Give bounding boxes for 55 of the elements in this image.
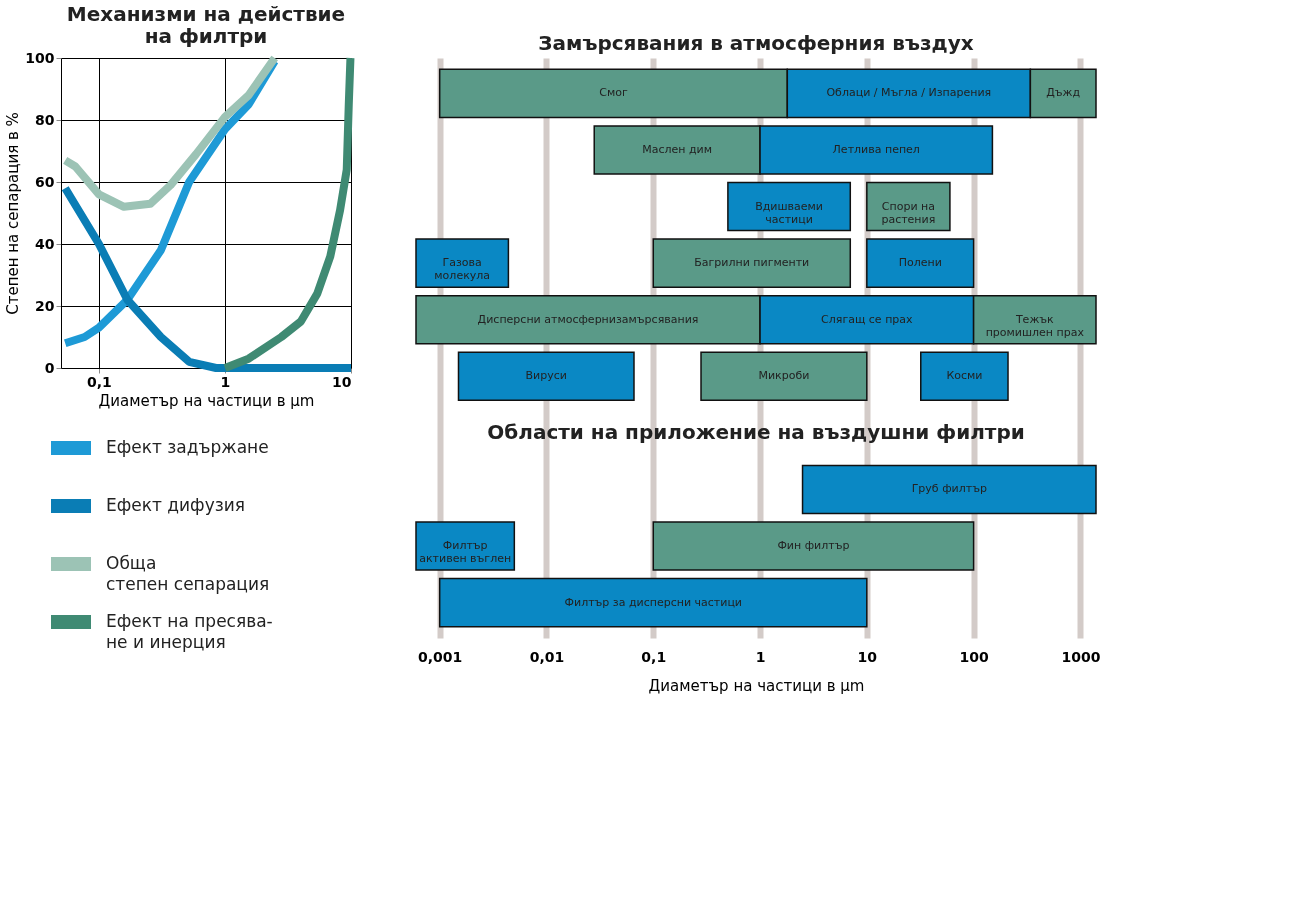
x-tick-label: 10	[857, 648, 878, 665]
data-label: Дъжд	[1046, 86, 1081, 100]
bar	[801, 464, 1097, 515]
x-tick-label: 1	[220, 373, 231, 390]
data-label: Летлива пепел	[832, 142, 920, 156]
y-tick-label: 40	[35, 235, 55, 252]
x-tick-label: 1000	[1061, 648, 1101, 665]
x-tick-label: 10	[332, 373, 352, 390]
data-label: Газова молекула	[434, 256, 491, 283]
legend-label: Ефект на пресява- не и инерция	[106, 611, 273, 652]
data-label: Косми	[946, 369, 983, 383]
y-tick-label: 20	[35, 297, 55, 314]
legend-label: Обща степен сепарация	[106, 553, 270, 594]
x-tick-label: 0,1	[641, 648, 667, 665]
bar	[652, 238, 852, 288]
y-tick-label: 80	[35, 111, 55, 128]
annotation: Области на приложение на въздушни филтри	[487, 419, 1025, 444]
x-tick-label: 0,1	[87, 373, 112, 390]
x-tick-label: 0,001	[418, 648, 463, 665]
x-axis-title: Диаметър на частици в µm	[648, 676, 865, 695]
data-label: Груб филтър	[911, 482, 987, 496]
chart-title: Механизми на действие на филтри	[66, 2, 346, 48]
data-label: Вируси	[525, 369, 567, 383]
chart-title: Замърсявания в атмосферния въздух	[538, 31, 974, 55]
x-axis-title: Диаметър на частици в µm	[98, 391, 315, 410]
legend-label: Ефект задържане	[106, 437, 269, 457]
data-label: Багрилни пигменти	[694, 256, 810, 270]
bar	[700, 351, 868, 402]
data-label: Фин филтър	[777, 539, 850, 553]
legend-label: Ефект дифузия	[106, 495, 246, 515]
data-label: Смог	[599, 86, 628, 100]
bar	[415, 238, 510, 288]
data-label: Маслен дим	[642, 142, 713, 156]
y-tick-label: 60	[35, 173, 55, 190]
data-label: Дисперсни атмосфернизамърсявания	[477, 312, 699, 326]
y-tick-label: 100	[25, 49, 55, 66]
y-tick-label: 0	[44, 359, 55, 376]
bar	[727, 181, 852, 232]
data-label: Филтър за дисперсни частици	[564, 595, 743, 609]
data-label: Полени	[898, 256, 942, 270]
bar	[415, 521, 516, 571]
data-label: Спори на растения	[881, 199, 936, 226]
bar	[457, 351, 635, 402]
data-label: Облаци / Мъгла / Изпарения	[826, 86, 992, 100]
data-label: Микроби	[758, 369, 810, 383]
data-label: Филтър активен въглен	[419, 539, 512, 566]
x-tick-label: 100	[959, 648, 989, 665]
y-axis-title: Степен на сепарация в %	[4, 112, 23, 315]
bar	[652, 521, 975, 571]
bar	[438, 577, 868, 628]
x-tick-label: 0,01	[529, 648, 565, 665]
data-label: Вдишваеми частици	[755, 199, 823, 226]
x-tick-label: 1	[755, 648, 766, 665]
data-label: Слягащ се прах	[821, 312, 914, 326]
data-label: Тежък промишлен прах	[985, 312, 1085, 339]
